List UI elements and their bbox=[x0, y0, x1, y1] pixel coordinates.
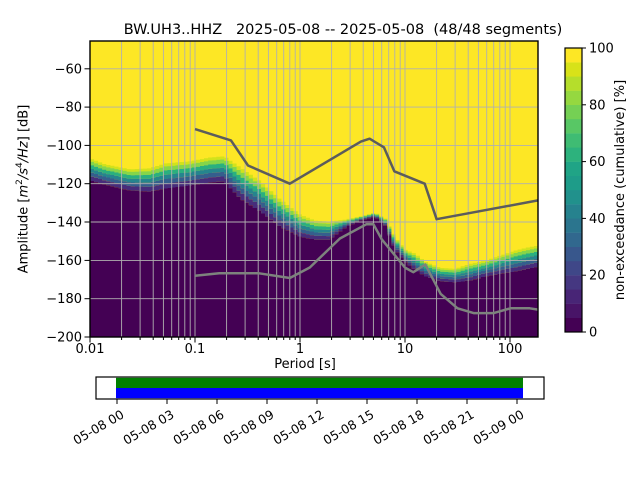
colorbar-step bbox=[565, 119, 582, 134]
heatmap-band bbox=[90, 163, 538, 275]
colorbar-tick-label: 40 bbox=[589, 212, 606, 227]
x-tick-label: 1 bbox=[296, 342, 304, 357]
timeline-coverage-bar bbox=[116, 377, 523, 388]
x-tick-label: 0.1 bbox=[185, 342, 206, 357]
y-tick-label: −140 bbox=[46, 216, 82, 231]
timeline-tick-label: 05-08 09 bbox=[220, 407, 276, 448]
colorbar-step bbox=[565, 76, 582, 91]
colorbar-step bbox=[565, 204, 582, 219]
timeline-tick-label: 05-08 15 bbox=[320, 407, 376, 448]
plot-border bbox=[89, 40, 539, 338]
axis-ticks bbox=[84, 68, 511, 343]
x-tick-label: 10 bbox=[397, 342, 414, 357]
colorbar-step bbox=[565, 246, 582, 262]
colorbar-step bbox=[565, 317, 582, 333]
heatmap-band bbox=[90, 156, 538, 271]
colorbar-step bbox=[565, 147, 582, 162]
grid bbox=[90, 41, 538, 337]
timeline-tick-label: 05-08 06 bbox=[170, 407, 226, 448]
colorbar-step bbox=[565, 104, 582, 120]
colorbar-tick-label: 20 bbox=[589, 269, 606, 284]
colorbar-step bbox=[565, 133, 582, 148]
colorbar-step bbox=[565, 303, 582, 318]
nhnm-curve bbox=[194, 127, 539, 221]
y-tick-label: −120 bbox=[46, 177, 82, 192]
colorbar-step bbox=[565, 289, 582, 304]
heatmap-band bbox=[90, 172, 538, 280]
heatmap bbox=[90, 41, 538, 337]
colorbar-border bbox=[564, 47, 583, 333]
timeline-tick-label: 05-08 18 bbox=[370, 407, 426, 448]
timeline-tick-label: 05-08 12 bbox=[270, 407, 326, 448]
colorbar-tick-label: 60 bbox=[589, 155, 606, 170]
colorbar: 0 20 40 60 80 100 bbox=[564, 42, 614, 341]
timeline-tick-label: 05-08 03 bbox=[120, 407, 176, 448]
colorbar-step bbox=[565, 175, 582, 191]
heatmap-band bbox=[90, 176, 538, 283]
timeline-availability-bar bbox=[116, 388, 523, 399]
colorbar-step bbox=[565, 261, 582, 276]
y-tick-label: −100 bbox=[46, 139, 82, 154]
y-tick-label: −80 bbox=[55, 101, 82, 116]
y-tick-label: −200 bbox=[46, 331, 82, 346]
colorbar-step bbox=[565, 232, 582, 247]
timeline-tick-label: 05-08 00 bbox=[70, 407, 126, 448]
x-axis-label: Period [s] bbox=[274, 357, 336, 372]
y-tick-label: −160 bbox=[46, 254, 82, 269]
timeline-tick-label: 05-08 21 bbox=[420, 407, 476, 448]
nlnm-curve bbox=[194, 222, 539, 315]
colorbar-step bbox=[565, 90, 582, 105]
colorbar-tick-label: 0 bbox=[589, 326, 597, 341]
x-tick-label: 0.01 bbox=[76, 342, 105, 357]
heatmap-band bbox=[90, 167, 538, 278]
colorbar-step bbox=[565, 275, 582, 290]
heatmap-band bbox=[90, 159, 538, 273]
colorbar-tick-label: 100 bbox=[589, 42, 614, 57]
colorbar-tick-label: 80 bbox=[589, 98, 606, 113]
colorbar-step bbox=[565, 48, 582, 63]
x-tick-label: 100 bbox=[498, 342, 523, 357]
heatmap-floor bbox=[90, 181, 538, 337]
y-tick-label: −60 bbox=[55, 62, 82, 77]
colorbar-step bbox=[565, 218, 582, 233]
plot-title: BW.UH3..HHZ 2025-05-08 -- 2025-05-08 (48… bbox=[123, 22, 563, 38]
colorbar-step bbox=[565, 62, 582, 77]
colorbar-step bbox=[565, 190, 582, 205]
colorbar-step bbox=[565, 161, 582, 176]
timeline-tick-label: 05-09 00 bbox=[470, 407, 526, 448]
y-tick-label: −180 bbox=[46, 292, 82, 307]
